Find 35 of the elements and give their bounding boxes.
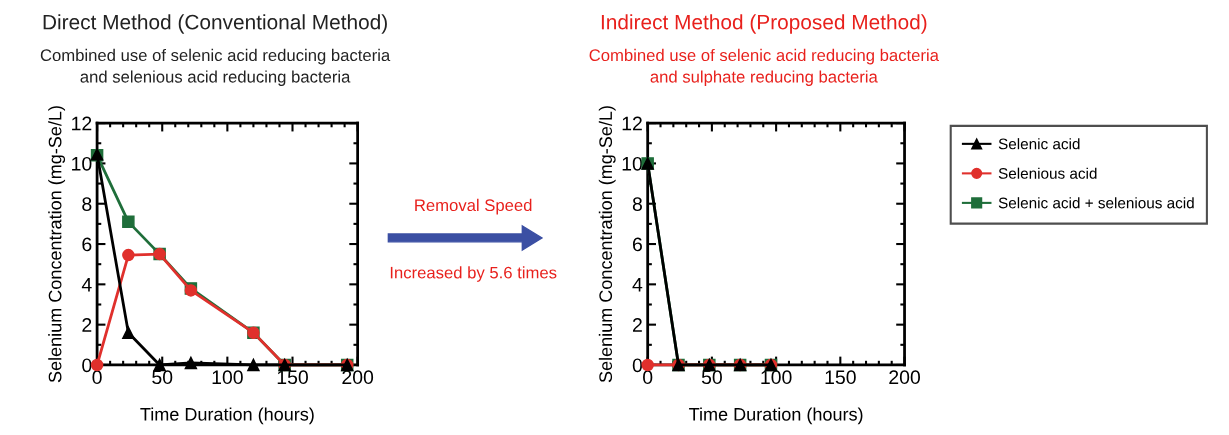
y-tick-label: 10 [72,156,92,171]
y-axis-title: Selenium Concentration (mg-Se/L) [598,106,616,383]
legend-label: Selenious acid [998,167,1097,179]
y-tick-label: 12 [622,116,642,131]
x-tick-label: 0 [92,370,102,385]
y-tick-label: 8 [82,197,92,211]
y-tick-label: 0 [82,358,92,373]
x-axis-title: Time Duration (hours) [689,407,863,425]
x-tick-label: 100 [761,370,792,385]
legend-label: Selenic acid + selenious acid [998,197,1194,209]
y-tick-label: 10 [622,156,643,171]
y-tick-label: 0 [632,358,643,373]
y-tick-label: 8 [632,197,642,211]
chart-subtitle: Combined use of selenic acid reducing bacteria and sulphate reducing bacteria [589,48,939,86]
text: Increased by 5.6 times [390,266,557,282]
y-axis-title: Selenium Concentration (mg-Se/L) [48,106,66,383]
y-tick-label: 4 [81,278,92,292]
x-tick-label: 150 [825,370,856,385]
y-tick-label: 4 [632,278,643,292]
x-tick-label: 100 [212,370,243,385]
x-axis-title: Time Duration (hours) [140,407,314,425]
y-tick-label: 12 [72,116,92,131]
x-tick-label: 0 [643,370,653,385]
y-tick-label: 6 [633,237,642,252]
x-tick-label: 200 [342,370,374,385]
y-tick-label: 2 [632,318,642,332]
chart-title: Indirect Method (Proposed Method) [601,14,927,34]
chart-title: Direct Method (Conventional Method) [43,14,387,34]
legend-label: Selenic acid [998,138,1080,150]
x-tick-label: 150 [277,370,308,385]
x-tick-label: 200 [889,370,921,385]
y-tick-label: 6 [82,237,92,252]
text: Removal Speed [415,198,532,215]
chart-subtitle: Combined use of selenic acid reducing bacteria and selenious acid reducing bacteria [40,48,391,86]
y-tick-label: 2 [82,318,92,332]
